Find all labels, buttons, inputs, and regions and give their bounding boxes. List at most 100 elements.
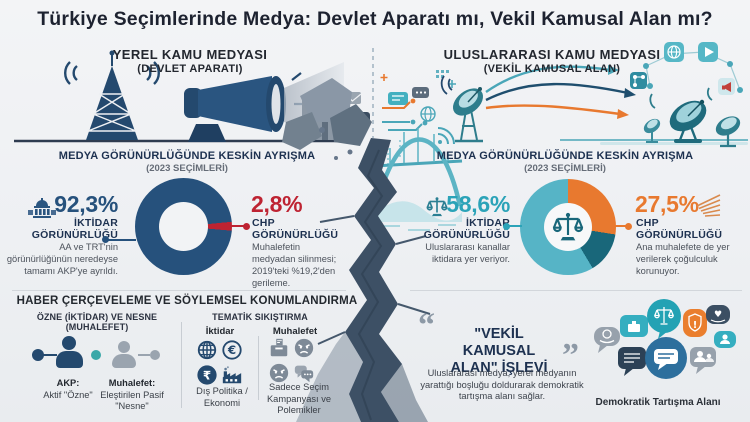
gov-visibility-value-left: 92,3% (54, 191, 118, 217)
opp-visibility-value-left: 2,8% (251, 191, 303, 217)
gov-topics-caption: Dış Politika / Ekonomi (196, 386, 248, 408)
tech-pattern (380, 70, 456, 145)
person-bubble-teal (714, 331, 736, 348)
opposition-caption-title: Muhalefet: (108, 378, 156, 388)
hand-coin-bubble (594, 327, 620, 353)
megaphone-node-icon (718, 78, 735, 95)
whoosh-lines-icon (696, 194, 721, 217)
opp-visibility-label-left: CHP GÖRÜNÜRLÜĞÜ (252, 217, 339, 241)
left-media-subtitle: (DEVLET APARATI) (137, 63, 243, 75)
mediator-dot (91, 350, 101, 360)
satellite-dish-cluster (643, 87, 741, 148)
divider (181, 322, 182, 408)
angry-face-icon (269, 363, 289, 383)
connector-line (43, 354, 57, 356)
connector-dot (243, 222, 250, 230)
akp-caption-desc: Aktif "Özne" (43, 389, 93, 400)
alert-bubble: ! (683, 309, 707, 337)
connector-dot (503, 222, 510, 230)
right-media-subtitle: (VEKİL KAMUSAL ALAN) (483, 63, 621, 75)
akp-person-icon (62, 336, 76, 350)
angry-face-icon (294, 338, 314, 358)
discussion-caption: Demokratik Tartışma Alanı (595, 397, 721, 408)
chat-bubble-dark (618, 347, 646, 376)
connector-line (230, 225, 244, 227)
banner-left-heading: YEREL KAMU MEDYASI (DEVLET APARATI) (60, 47, 320, 75)
factory-icon (222, 366, 242, 384)
left-media-title: YEREL KAMU MEDYASI (112, 47, 268, 62)
rupee-icon: ₹ (197, 365, 217, 385)
thematic-opp-column: Muhalefet (272, 326, 318, 337)
framing-title: HABER ÇERÇEVELEME VE SÖYLEMSEL KONUMLAND… (16, 295, 358, 307)
divider (12, 290, 346, 291)
gov-visibility-label-right: İKTİDAR GÖRÜNÜRLÜĞÜ (423, 217, 510, 241)
page-title: Türkiye Seçimlerinde Medya: Devlet Apara… (37, 8, 713, 30)
connector-line (138, 354, 150, 356)
share-node-icon (630, 72, 647, 89)
right-panel-subtitle: (2023 SEÇİMLERİ) (524, 163, 606, 174)
connector-line (509, 225, 522, 227)
left-panel-subtitle: (2023 SEÇİMLERİ) (146, 163, 228, 174)
scales-icon (426, 197, 448, 217)
subject-dot (32, 349, 44, 361)
satellite-dish-icon (440, 75, 484, 143)
gov-visibility-value-right: 58,6% (446, 191, 510, 217)
opposition-caption: Muhalefet: Eleştirilen Pasif "Nesne" (98, 378, 166, 413)
government-building-icon (28, 198, 56, 218)
svg-text:♥: ♥ (714, 310, 722, 320)
opposition-person-icon (112, 354, 136, 368)
svg-text:!: ! (693, 320, 698, 331)
connector-dot (102, 236, 109, 243)
proxy-quote-title: "VEKİL KAMUSAL ALAN" İŞLEVİ (450, 326, 548, 376)
divider (258, 336, 259, 400)
chat-bubble-main (645, 337, 687, 379)
opp-visibility-value-right: 27,5% (635, 191, 699, 217)
donut-chart-intl-media (520, 179, 616, 275)
connector-line (108, 238, 136, 241)
open-quote-icon: “ (418, 307, 435, 344)
akp-person-icon (56, 351, 83, 368)
close-quote-icon: ” (562, 337, 579, 374)
play-node-icon (698, 42, 718, 62)
banner-right-heading: ULUSLARARASI KAMU MEDYASI (VEKİL KAMUSAL… (422, 47, 682, 75)
donut-chart-local-media (135, 178, 232, 275)
akp-caption: AKP: Aktif "Özne" (38, 378, 98, 401)
radio-tower-icon (64, 50, 160, 140)
rubble (282, 78, 372, 160)
object-dot (150, 350, 160, 360)
person-bubble-gray (690, 347, 716, 374)
gov-topics-icons: € ₹ (196, 339, 243, 386)
svg-text:€: € (227, 343, 236, 357)
gov-visibility-desc-left: AA ve TRT'nin görünürlüğünün neredeyse t… (6, 242, 118, 276)
scales-icon (552, 212, 584, 241)
briefcase-bubble (620, 315, 648, 337)
crack (296, 138, 431, 422)
ballot-box-icon (270, 338, 288, 357)
opp-visibility-label-right: CHP GÖRÜNÜRLÜĞÜ (636, 217, 723, 241)
euro-icon: € (222, 340, 242, 360)
opp-topics-caption: Sadece Seçim Kampanyası ve Polemikler (266, 382, 332, 415)
divider (410, 290, 742, 291)
hands-heart-bubble: ♥ (706, 305, 730, 324)
opp-topics-icons (268, 337, 315, 384)
thematic-gov-column: İktidar (205, 326, 235, 337)
signal-curves (485, 65, 636, 119)
right-panel-title: MEDYA GÖRÜNÜRLÜĞÜNDE KESKİN AYRIŞMA (436, 150, 694, 162)
opp-visibility-desc-left: Muhalefetin medyadan silinmesi; 2019'tek… (252, 242, 337, 288)
right-media-title: ULUSLARARASI KAMU MEDYASI (443, 47, 661, 62)
globe-icon (197, 340, 217, 360)
scales-bubble (647, 299, 681, 339)
discussion-bubbles-illustration: ! ♥ (594, 299, 736, 379)
connector-dot (625, 222, 632, 230)
proxy-desc: Uluslararası medya, yerel medyanın yarat… (420, 368, 584, 401)
donut-hole (544, 203, 592, 251)
speech-bubbles-icon (294, 365, 314, 383)
globe-node-icon (664, 42, 684, 62)
akp-caption-title: AKP: (56, 378, 80, 388)
opp-visibility-desc-right: Ana muhalefete de yer verilerek çoğulcul… (636, 242, 730, 276)
connector-line (614, 225, 626, 227)
donut-hole (159, 202, 208, 251)
gov-visibility-desc-right: Uluslararası kanallar iktidara yer veriy… (425, 242, 510, 264)
